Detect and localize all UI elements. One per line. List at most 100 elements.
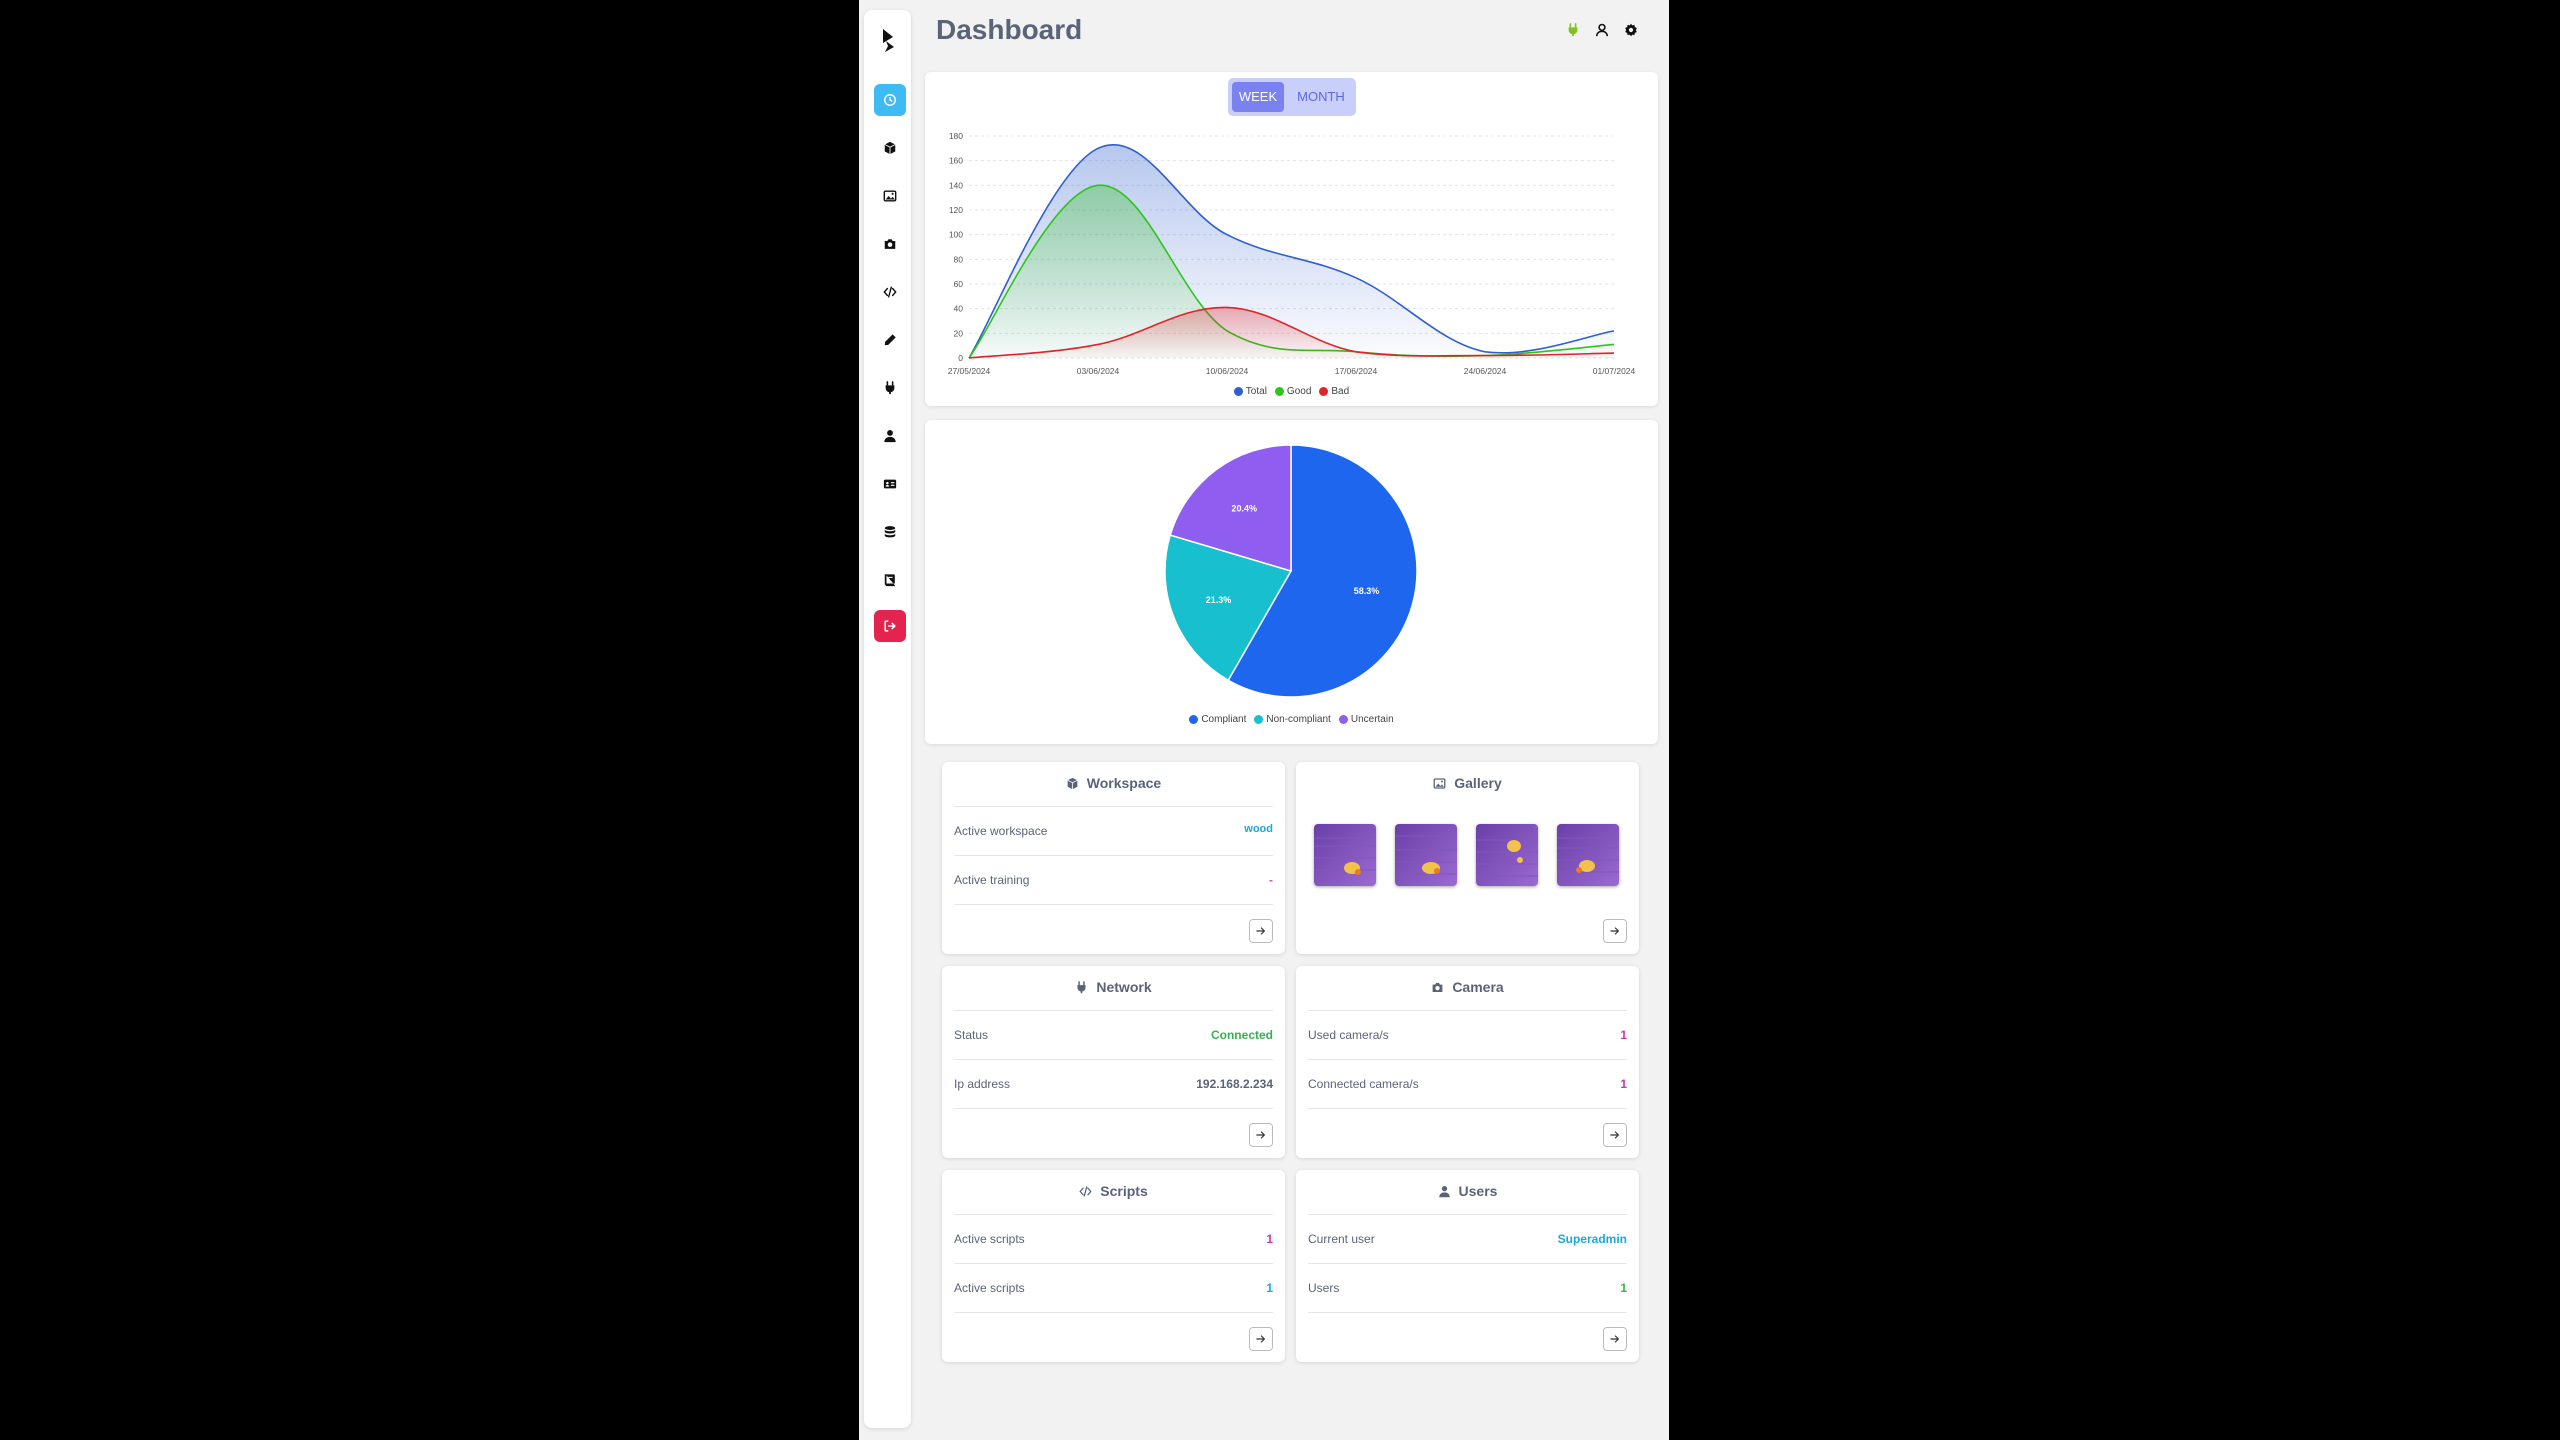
user-icon: [883, 429, 897, 443]
used-cameras-label: Used camera/s: [1308, 1028, 1389, 1042]
active-scripts-label: Active scripts: [954, 1281, 1025, 1295]
y-tick-label: 40: [954, 304, 964, 314]
legend-item-bad[interactable]: Bad: [1319, 386, 1349, 397]
pie-slice-label: 21.3%: [1206, 595, 1232, 605]
sidebar-item-database[interactable]: [874, 516, 906, 548]
camera-card-header: Camera: [1296, 979, 1639, 995]
arrow-right-icon: [1255, 1129, 1267, 1141]
sidebar-item-dashboard[interactable]: [874, 84, 906, 116]
sidebar-item-scripts[interactable]: [874, 276, 906, 308]
image-icon: [883, 189, 897, 203]
network-card: Network Status Connected Ip address 192.…: [942, 966, 1285, 1158]
series-line-total[interactable]: [968, 144, 1615, 359]
app-window: Dashboard WEEK MONTH 0 20 40 60 80 100 120 140 1…: [859, 0, 1669, 1440]
sidebar-item-book[interactable]: [874, 564, 906, 596]
sidebar-item-workspace[interactable]: [874, 132, 906, 164]
open-workspace-button[interactable]: [1249, 919, 1273, 943]
sidebar-item-id-card[interactable]: [874, 468, 906, 500]
y-tick-label: 160: [949, 156, 963, 166]
divider: [1308, 1059, 1627, 1060]
y-tick-label: 140: [949, 180, 963, 190]
sidebar-item-camera[interactable]: [874, 228, 906, 260]
divider: [1308, 1263, 1627, 1264]
gallery-thumbnail[interactable]: [1395, 824, 1457, 886]
plug-icon: [883, 381, 897, 395]
users-card-title: Users: [1458, 1183, 1498, 1199]
arrow-right-icon: [1609, 925, 1621, 937]
code-icon: [883, 285, 897, 299]
thumbnail-image: [1476, 824, 1538, 886]
network-status-value: Connected: [1210, 1028, 1273, 1042]
legend-label: Total: [1245, 386, 1267, 397]
open-gallery-button[interactable]: [1603, 919, 1627, 943]
legend-label: Good: [1286, 386, 1312, 397]
pie-slice-label: 20.4%: [1232, 503, 1258, 513]
divider: [954, 1108, 1273, 1109]
database-icon: [883, 525, 897, 539]
gallery-card-header: Gallery: [1296, 775, 1639, 791]
thumbnail-image: [1314, 824, 1376, 886]
users-count-label: Users: [1308, 1281, 1340, 1295]
open-scripts-button[interactable]: [1249, 1327, 1273, 1351]
sidebar-item-users[interactable]: [874, 420, 906, 452]
sidebar-item-tools[interactable]: [874, 324, 906, 356]
pie-slice-label: 58.3%: [1354, 586, 1380, 596]
series-line-bad[interactable]: [968, 306, 1615, 359]
legend-label: Compliant: [1201, 714, 1247, 725]
gallery-thumbnail[interactable]: [1314, 824, 1376, 886]
camera-icon: [883, 237, 897, 251]
pie-slice-non-compliant[interactable]: [1164, 534, 1293, 682]
arrow-right-icon: [1255, 925, 1267, 937]
connected-cameras-label: Connected camera/s: [1308, 1077, 1419, 1091]
users-card: Users Current user Superadmin Users 1: [1296, 1170, 1639, 1362]
sidebar-item-network[interactable]: [874, 372, 906, 404]
pie-slice-compliant[interactable]: [1227, 444, 1418, 698]
legend-swatch: [1274, 387, 1284, 396]
camera-card-title: Camera: [1452, 979, 1504, 995]
cube-icon: [883, 141, 897, 155]
compliance-pie-chart: 58.3% 21.3% 20.4%: [1164, 444, 1418, 698]
network-status-button[interactable]: [1565, 22, 1581, 38]
month-toggle-button[interactable]: MONTH: [1297, 89, 1345, 104]
clock-icon: [883, 93, 897, 107]
thumbnail-image: [1395, 824, 1457, 886]
active-workspace-label: Active workspace: [954, 824, 1048, 838]
users-count-value: 1: [1620, 1281, 1627, 1295]
legend-swatch: [1254, 715, 1264, 724]
legend-item-uncertain[interactable]: Uncertain: [1338, 714, 1394, 725]
y-tick-label: 60: [954, 279, 964, 289]
settings-button[interactable]: [1623, 22, 1639, 38]
y-tick-label: 100: [949, 230, 963, 240]
gallery-thumbnail[interactable]: [1476, 824, 1538, 886]
camera-card: Camera Used camera/s 1 Connected camera/…: [1296, 966, 1639, 1158]
y-tick-label: 80: [954, 254, 964, 264]
camera-icon: [1431, 981, 1444, 994]
divider: [954, 855, 1273, 856]
gallery-thumbnail[interactable]: [1557, 824, 1619, 886]
ip-address-label: Ip address: [954, 1077, 1011, 1091]
legend-item-compliant[interactable]: Compliant: [1189, 714, 1246, 725]
legend-item-total[interactable]: Total: [1233, 386, 1267, 397]
week-toggle-button[interactable]: WEEK: [1232, 82, 1284, 112]
legend-item-non-compliant[interactable]: Non-compliant: [1254, 714, 1331, 725]
pie-slice-uncertain[interactable]: [1169, 444, 1292, 573]
open-camera-button[interactable]: [1603, 1123, 1627, 1147]
user-profile-button[interactable]: [1594, 22, 1610, 38]
legend-swatch: [1319, 387, 1329, 396]
gallery-card: Gallery: [1296, 762, 1639, 954]
open-users-button[interactable]: [1603, 1327, 1627, 1351]
legend-swatch: [1189, 715, 1199, 724]
user-icon: [1438, 1185, 1451, 1198]
open-network-button[interactable]: [1249, 1123, 1273, 1147]
logout-button[interactable]: [874, 610, 906, 642]
active-training-label: Active training: [954, 873, 1030, 887]
legend-swatch: [1338, 715, 1348, 724]
series-area-good: [969, 185, 1614, 358]
divider: [1308, 1108, 1627, 1109]
sidebar-item-gallery[interactable]: [874, 180, 906, 212]
workspace-card: Workspace Active workspace wood Active t…: [942, 762, 1285, 954]
code-icon: [1079, 1185, 1092, 1198]
divider: [954, 904, 1273, 905]
legend-item-good[interactable]: Good: [1274, 386, 1312, 397]
active-scripts-value: 1: [1266, 1281, 1273, 1295]
